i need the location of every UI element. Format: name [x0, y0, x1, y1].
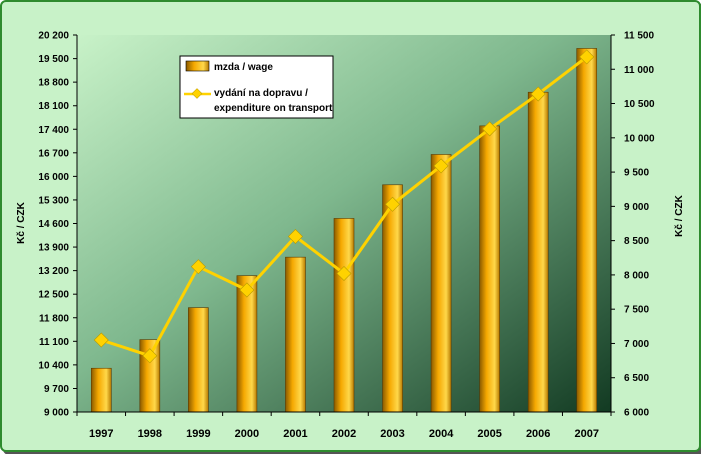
bar-2006	[527, 91, 549, 413]
left-tick-label: 20 200	[38, 31, 69, 42]
line-point-2005	[482, 121, 498, 137]
bar-2005	[479, 125, 500, 413]
legend: mzda / wage vydání na dopravu / expendit…	[179, 55, 334, 119]
legend-line-marker	[191, 88, 203, 99]
left-tick-label: 14 600	[38, 219, 69, 230]
right-tick-label: 10 500	[624, 99, 655, 110]
line-point-1997	[93, 332, 109, 348]
left-y-axis-ticks: 9 000 9 700 10 400 11 100 11 800 12 500 13 200…	[38, 31, 77, 419]
left-tick-label: 9 000	[44, 408, 69, 419]
right-tick-label: 8 000	[624, 270, 649, 281]
legend-line-label-1: vydání na dopravu /	[214, 88, 308, 99]
bar-1999	[188, 307, 209, 413]
line-point-1998	[142, 348, 158, 364]
x-tick-label: 2005	[477, 428, 501, 440]
legend-line-label-2: expenditure on transport	[214, 103, 333, 114]
bar-2007	[576, 48, 598, 413]
bar-1997	[90, 367, 112, 413]
left-tick-label: 18 800	[38, 78, 69, 89]
x-tick-label: 1998	[138, 428, 162, 440]
left-tick-label: 18 100	[38, 101, 69, 112]
right-tick-label: 9 000	[624, 202, 649, 213]
right-tick-label: 9 500	[624, 168, 649, 179]
line-point-2006	[530, 86, 546, 102]
x-tick-label: 2006	[526, 428, 550, 440]
x-axis-ticks: 1997 1998 1999 2000 2001 2002 2003 2004 2005 2006…	[76, 412, 612, 440]
right-tick-label: 6 500	[624, 373, 649, 384]
right-axis-label: Kč / CZK	[674, 194, 685, 236]
line-point-2001	[287, 229, 303, 245]
left-tick-label: 12 500	[38, 290, 69, 301]
left-axis-label: Kč / CZK	[16, 201, 27, 243]
bars-group	[90, 48, 598, 413]
right-tick-label: 10 000	[624, 133, 655, 144]
x-tick-label: 1997	[89, 428, 113, 440]
line-point-1999	[190, 259, 206, 275]
line-point-2000	[239, 282, 255, 298]
right-tick-label: 7 500	[624, 305, 649, 316]
x-tick-label: 2000	[235, 428, 259, 440]
right-tick-label: 11 500	[624, 31, 654, 42]
legend-bar-swatch	[185, 60, 210, 72]
left-tick-label: 15 300	[38, 195, 69, 206]
left-tick-label: 10 400	[38, 360, 69, 371]
bar-2001	[285, 256, 306, 413]
right-tick-label: 8 500	[624, 236, 649, 247]
left-tick-label: 13 200	[38, 266, 69, 277]
x-tick-label: 2004	[429, 428, 454, 440]
x-tick-label: 2001	[283, 428, 307, 440]
right-tick-label: 6 000	[624, 408, 649, 419]
left-tick-label: 16 000	[38, 172, 69, 183]
line-point-2007	[579, 49, 595, 65]
x-tick-label: 2007	[574, 428, 598, 440]
legend-bar-label: mzda / wage	[214, 62, 273, 73]
bar-2002	[333, 218, 355, 413]
x-tick-label: 2003	[380, 428, 404, 440]
x-tick-label: 1999	[186, 428, 210, 440]
left-tick-label: 19 500	[38, 54, 69, 65]
line-point-2004	[433, 158, 449, 174]
bar-2003	[382, 184, 403, 413]
left-tick-label: 17 400	[38, 125, 69, 136]
bar-2004	[430, 154, 452, 413]
left-tick-label: 16 700	[38, 148, 69, 159]
right-tick-label: 11 000	[624, 65, 654, 76]
left-tick-label: 9 700	[44, 384, 69, 395]
right-tick-label: 7 000	[624, 339, 649, 350]
x-tick-label: 2002	[332, 428, 356, 440]
left-tick-label: 11 100	[39, 337, 69, 348]
left-tick-label: 13 900	[38, 243, 69, 254]
line-series-group	[93, 49, 595, 364]
left-tick-label: 11 800	[39, 313, 69, 324]
line-point-2003	[385, 196, 401, 212]
line-point-2002	[336, 266, 352, 282]
right-y-axis-ticks: 6 000 6 500 7 000 7 500 8 000 8 500 9 000 9 500…	[611, 31, 655, 419]
